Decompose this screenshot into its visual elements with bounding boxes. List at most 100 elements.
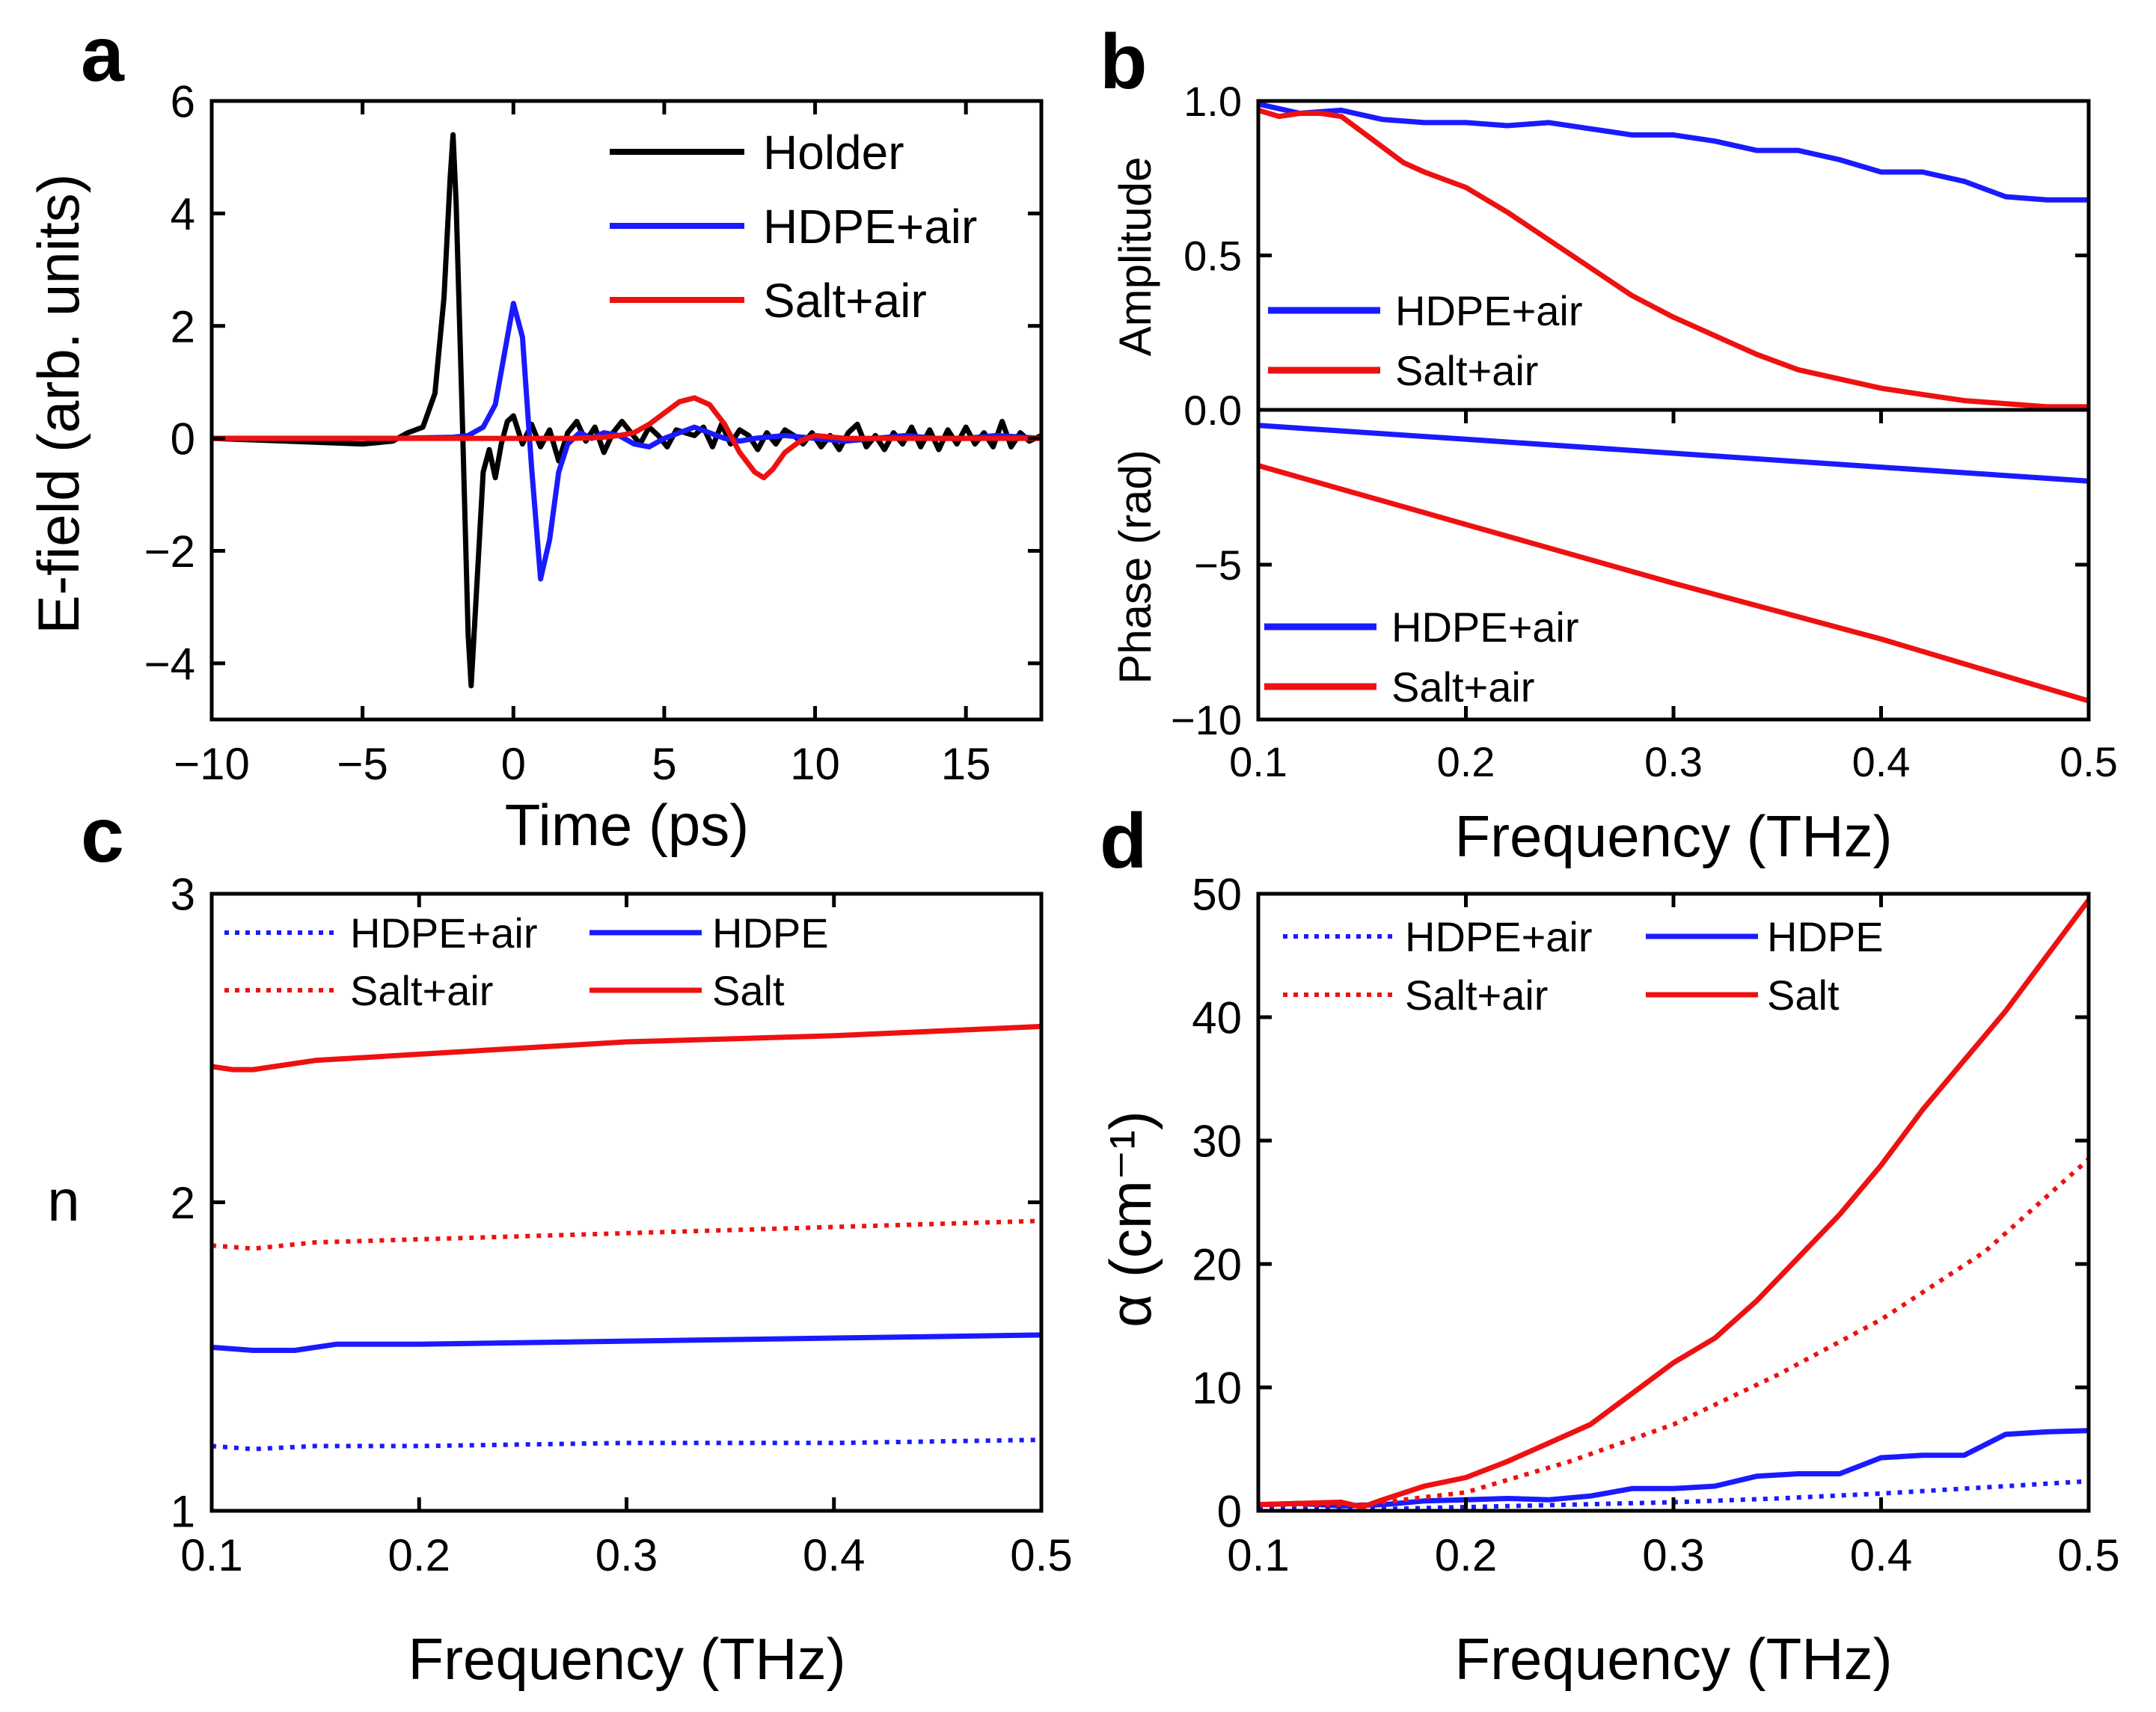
chart-panel-c: n Frequency (THz) HDPE+air HDPE Salt+air… xyxy=(47,909,845,1692)
x-tick-label-b-bottom: 0.3 xyxy=(1644,738,1703,785)
legend-label-c-hdpe: HDPE xyxy=(712,909,829,957)
legend-c: HDPE+air HDPE Salt+air Salt xyxy=(224,909,829,1014)
x-tick-label-b-bottom: 0.5 xyxy=(2059,738,2118,785)
legend-label-salt-air: Salt+air xyxy=(763,274,927,328)
y-tick-label-d: 30 xyxy=(1192,1117,1242,1167)
legend-item-b-bottom-hdpe-air: HDPE+air xyxy=(1264,604,1579,651)
panel-label-a: a xyxy=(81,11,125,98)
panel-label-b: b xyxy=(1100,19,1148,105)
legend-a: Holder HDPE+air Salt+air xyxy=(610,126,977,328)
legend-label-c-salt: Salt xyxy=(712,967,785,1014)
y-axis-title-amplitude: Amplitude xyxy=(1110,157,1160,357)
y-tick-label-a: −4 xyxy=(144,639,195,689)
legend-item-c-salt: Salt xyxy=(589,967,785,1014)
series-line-b-top-hdpe-air xyxy=(1258,101,2089,203)
x-tick-label-c: 0.4 xyxy=(803,1530,865,1580)
x-tick-label-a: −10 xyxy=(174,739,250,789)
legend-item-d-hdpe-air: HDPE+air xyxy=(1283,913,1593,960)
legend-label-c-hdpe-air: HDPE+air xyxy=(350,909,538,957)
x-axis-title-c: Frequency (THz) xyxy=(408,1626,845,1692)
panel-label-c: c xyxy=(81,792,124,879)
legend-item-b-bottom-salt-air: Salt+air xyxy=(1264,663,1534,711)
x-axis-title-d: Frequency (THz) xyxy=(1454,1626,1892,1692)
legend-label-d-hdpe-air: HDPE+air xyxy=(1405,913,1593,960)
plot-d: 0 10 20 30 40 50 0.1 0.2 0.3 0.4 0.5 xyxy=(1192,870,2119,1580)
x-tick-label-a: 15 xyxy=(941,739,991,789)
plot-c: 1 2 3 0.1 0.2 0.3 0.4 0.5 xyxy=(171,870,1073,1580)
x-tick-label-a: 5 xyxy=(652,739,676,789)
series-group-c xyxy=(212,1023,1041,1452)
y-tick-label-b-bottom: −10 xyxy=(1171,696,1242,743)
x-tick-label-d: 0.5 xyxy=(2057,1530,2119,1580)
plot-frame-b-bottom xyxy=(1256,408,2091,722)
series-line-c-hdpe-air xyxy=(212,1438,1041,1452)
x-tick-label-d: 0.1 xyxy=(1227,1530,1289,1580)
y-tick-label-a: 0 xyxy=(171,414,195,464)
legend-label-b-top-salt-air: Salt+air xyxy=(1395,347,1538,394)
x-tick-label-c: 0.3 xyxy=(595,1530,658,1580)
chart-panel-d: α (cm⁻¹) Frequency (THz) HDPE+air HDPE S… xyxy=(1097,913,1893,1692)
series-line-d-salt xyxy=(1258,897,2089,1510)
series-line-b-top-salt-air xyxy=(1258,107,2089,410)
y-tick-label-a: 4 xyxy=(171,189,195,239)
legend-item-d-salt: Salt xyxy=(1646,972,1840,1019)
legend-item-b-top-hdpe-air: HDPE+air xyxy=(1268,287,1583,334)
series-line-a-holder xyxy=(212,132,1041,689)
x-tick-label-c: 0.2 xyxy=(388,1530,450,1580)
legend-item-c-hdpe: HDPE xyxy=(589,909,829,957)
plot-frame-a xyxy=(209,99,1044,722)
y-tick-label-c: 2 xyxy=(171,1178,195,1228)
y-tick-label-b-bottom: −5 xyxy=(1194,541,1242,589)
legend-item-salt-air: Salt+air xyxy=(610,274,927,328)
legend-label-holder: Holder xyxy=(763,126,904,180)
x-tick-label-a: 0 xyxy=(501,739,526,789)
y-tick-label-b-top: 0.5 xyxy=(1183,233,1242,280)
legend-b-phase: HDPE+air Salt+air xyxy=(1264,604,1579,711)
plot-a: −4 −2 0 2 4 6 −10 −5 0 5 10 15 xyxy=(144,77,1044,789)
y-axis-title-phase: Phase (rad) xyxy=(1110,450,1160,684)
series-group-a xyxy=(212,132,1041,689)
plot-frame-c xyxy=(209,892,1044,1513)
legend-d: HDPE+air HDPE Salt+air Salt xyxy=(1283,913,1884,1019)
y-axis-title-a: E-field (arb. units) xyxy=(25,174,91,634)
series-line-c-salt-air xyxy=(212,1218,1041,1251)
y-tick-label-b-top: 1.0 xyxy=(1183,78,1242,125)
legend-label-d-salt: Salt xyxy=(1767,972,1840,1019)
y-tick-label-a: −2 xyxy=(144,527,195,577)
x-tick-label-b-bottom: 0.4 xyxy=(1852,738,1911,785)
legend-item-holder: Holder xyxy=(610,126,904,180)
y-tick-label-c: 1 xyxy=(171,1487,195,1537)
x-tick-label-d: 0.2 xyxy=(1435,1530,1497,1580)
legend-item-d-salt-air: Salt+air xyxy=(1283,972,1548,1019)
x-tick-label-b-bottom: 0.1 xyxy=(1229,738,1287,785)
x-tick-label-c: 0.1 xyxy=(180,1530,242,1580)
legend-item-d-hdpe: HDPE xyxy=(1646,913,1884,960)
legend-label-b-top-hdpe-air: HDPE+air xyxy=(1395,287,1583,334)
series-group-b-top xyxy=(1258,101,2089,410)
y-axis-title-d: α (cm⁻¹) xyxy=(1097,1111,1163,1328)
panel-label-d: d xyxy=(1100,798,1148,885)
y-tick-label-d: 50 xyxy=(1192,870,1242,920)
x-axis-title-a: Time (ps) xyxy=(505,792,749,858)
chart-panel-b: Amplitude Phase (rad) Frequency (THz) HD… xyxy=(1110,157,1893,869)
y-tick-label-a: 2 xyxy=(171,301,195,352)
y-tick-label-d: 40 xyxy=(1192,993,1242,1043)
x-tick-label-a: 10 xyxy=(790,739,840,789)
legend-label-d-hdpe: HDPE xyxy=(1767,913,1884,960)
legend-label-c-salt-air: Salt+air xyxy=(350,967,493,1014)
x-tick-label-a: −5 xyxy=(337,739,388,789)
y-tick-label-d: 0 xyxy=(1217,1487,1242,1537)
series-line-a-salt-air xyxy=(212,395,1041,481)
y-tick-label-b-top: 0.0 xyxy=(1183,387,1242,434)
plot-b-bottom: −10 −5 0.1 0.2 0.3 0.4 0.5 xyxy=(1171,408,2118,785)
x-tick-label-d: 0.3 xyxy=(1642,1530,1704,1580)
x-axis-title-b: Frequency (THz) xyxy=(1454,803,1892,869)
y-tick-label-c: 3 xyxy=(171,870,195,920)
series-line-b-bottom-hdpe-air xyxy=(1258,423,2089,484)
legend-b-amplitude: HDPE+air Salt+air xyxy=(1268,287,1583,394)
legend-item-hdpe-air: HDPE+air xyxy=(610,200,977,254)
plot-b-top: 0.0 0.5 1.0 xyxy=(1183,78,2091,434)
series-line-d-hdpe xyxy=(1258,1428,2089,1509)
series-line-d-salt-air xyxy=(1258,1157,2089,1507)
y-tick-label-d: 20 xyxy=(1192,1240,1242,1290)
